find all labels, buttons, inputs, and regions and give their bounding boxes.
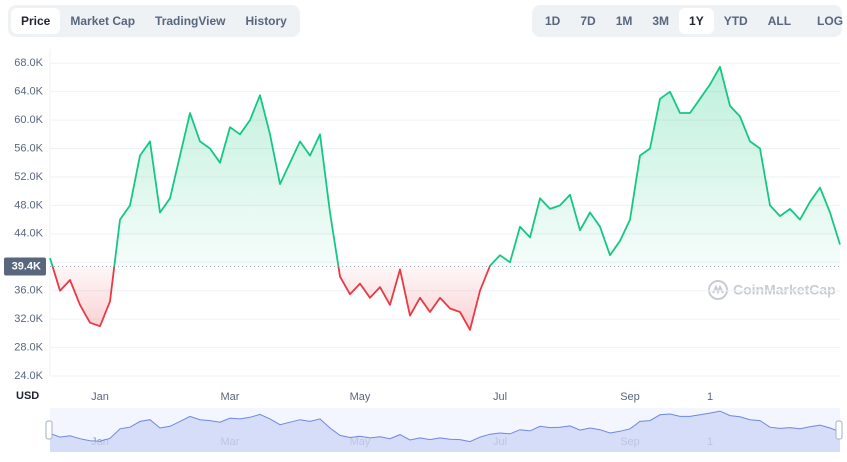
price-line (49, 65, 841, 331)
y-tick-label: 44.0K (14, 228, 43, 240)
y-tick-label: 68.0K (14, 57, 43, 69)
area (50, 66, 840, 330)
log-toggle[interactable]: LOG (817, 14, 844, 28)
y-tick-label: 60.0K (14, 114, 43, 126)
navigator-handle (45, 420, 53, 440)
x-tick-label: Mar (221, 391, 240, 403)
tab[interactable]: Market Cap (70, 14, 136, 28)
baseline-label-bg (4, 257, 46, 276)
y-tick-label: 52.0K (14, 171, 43, 183)
tab[interactable]: Price (11, 8, 61, 34)
range-button[interactable]: ALL (767, 14, 792, 28)
y-tick-label: 48.0K (14, 199, 43, 211)
range-button[interactable]: 1Y (679, 8, 714, 34)
x-tick-label: 1 (707, 391, 713, 403)
watermark: CoinMarketCap (708, 280, 836, 300)
y-tick-label: 32.0K (14, 313, 43, 325)
navigator-line (49, 410, 841, 443)
currency-label: USD (16, 390, 39, 402)
x-tick-label: Sep (620, 391, 640, 403)
range-button[interactable]: 1M (615, 14, 633, 28)
x-tick-label: May (350, 391, 371, 403)
baseline-label: 39.4K (12, 260, 41, 272)
watermark-text: CoinMarketCap (733, 282, 836, 298)
range-button[interactable]: YTD (723, 14, 748, 28)
range-button[interactable]: 1D (545, 14, 561, 28)
x-tick-label: Jul (493, 391, 507, 403)
y-tick-label: 36.0K (14, 285, 43, 297)
range-button[interactable]: 7D (580, 14, 596, 28)
y-tick-label: 28.0K (14, 341, 43, 353)
range-group: 1D 7D 1M 3M 1Y YTD ALL LOG (532, 5, 843, 37)
tab[interactable]: TradingView (155, 14, 226, 28)
y-tick-label: 64.0K (14, 86, 43, 98)
tab-group: Price Market Cap TradingView History (8, 5, 300, 37)
range-button[interactable]: 3M (652, 14, 670, 28)
y-tick-label: 56.0K (14, 142, 43, 154)
navigator-handle (835, 420, 843, 440)
x-tick-label: Jan (91, 391, 109, 403)
y-tick-label: 24.0K (14, 370, 43, 382)
tab[interactable]: History (245, 14, 287, 28)
